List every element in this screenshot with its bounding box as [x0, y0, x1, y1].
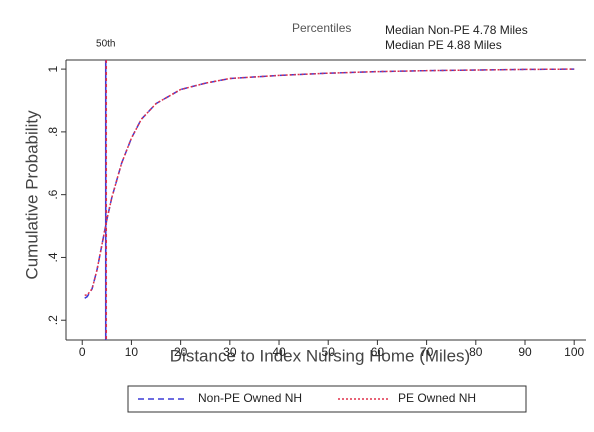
x-tick-label: 70	[420, 345, 434, 359]
x-tick-label: 30	[223, 345, 237, 359]
annotation: Median Non-PE 4.78 Miles	[385, 23, 528, 37]
y-tick-label: .2	[46, 315, 60, 325]
x-tick-label: 100	[564, 345, 584, 359]
annotation: Percentiles	[292, 21, 351, 35]
x-tick-label: 40	[272, 345, 286, 359]
y-tick-label: 1	[46, 65, 60, 72]
x-tick-label: 10	[125, 345, 139, 359]
x-axis-label: Distance to Index Nursing Home (Miles)	[170, 346, 470, 365]
legend-label: Non-PE Owned NH	[198, 391, 302, 405]
percentile-label: 50th	[96, 39, 115, 50]
y-tick-label: .4	[46, 252, 60, 262]
series-line	[84, 68, 575, 299]
x-tick-label: 90	[518, 345, 532, 359]
x-tick-label: 50	[322, 345, 336, 359]
y-tick-label: .6	[46, 189, 60, 199]
y-tick-label: .8	[46, 127, 60, 137]
legend-box	[127, 385, 527, 413]
x-tick-label: 0	[79, 345, 86, 359]
legend-label: PE Owned NH	[398, 391, 476, 405]
annotation: Median PE 4.88 Miles	[385, 38, 502, 52]
x-tick-label: 20	[174, 345, 188, 359]
x-tick-label: 80	[469, 345, 483, 359]
y-axis-label: Cumulative Probability	[22, 110, 41, 280]
series-line	[84, 68, 575, 296]
x-tick-label: 60	[371, 345, 385, 359]
